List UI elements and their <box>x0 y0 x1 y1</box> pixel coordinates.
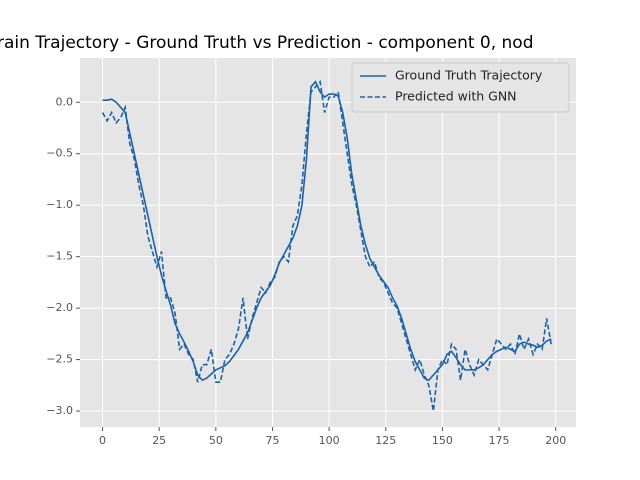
legend: Ground Truth Trajectory Predicted with GN… <box>351 62 570 113</box>
x-tick-label: 100 <box>319 434 340 447</box>
y-tick-label: −3.0 <box>46 404 73 417</box>
legend-box <box>351 62 570 113</box>
series-line <box>101 79 552 412</box>
y-tick-label: −0.5 <box>46 147 73 160</box>
x-tick-label: 25 <box>152 434 166 447</box>
x-tick-label: 75 <box>265 434 279 447</box>
plot-area <box>80 58 576 427</box>
legend-label: Predicted with GNN <box>395 89 517 104</box>
chart-title: rain Trajectory - Ground Truth vs Predic… <box>0 33 534 53</box>
y-tick-label: −2.0 <box>46 301 73 314</box>
x-tick-label: 50 <box>209 434 223 447</box>
x-tick-label: 150 <box>432 434 453 447</box>
y-tick-label: −2.5 <box>46 353 73 366</box>
legend-label: Ground Truth Trajectory <box>395 68 543 83</box>
x-tick-label: 0 <box>99 434 106 447</box>
y-tick-label: −1.0 <box>46 198 73 211</box>
x-tick-label: 200 <box>545 434 566 447</box>
y-tick-label: −1.5 <box>46 250 73 263</box>
y-tick-label: 0.0 <box>56 95 74 108</box>
x-tick-label: 125 <box>375 434 396 447</box>
x-tick-label: 175 <box>489 434 510 447</box>
